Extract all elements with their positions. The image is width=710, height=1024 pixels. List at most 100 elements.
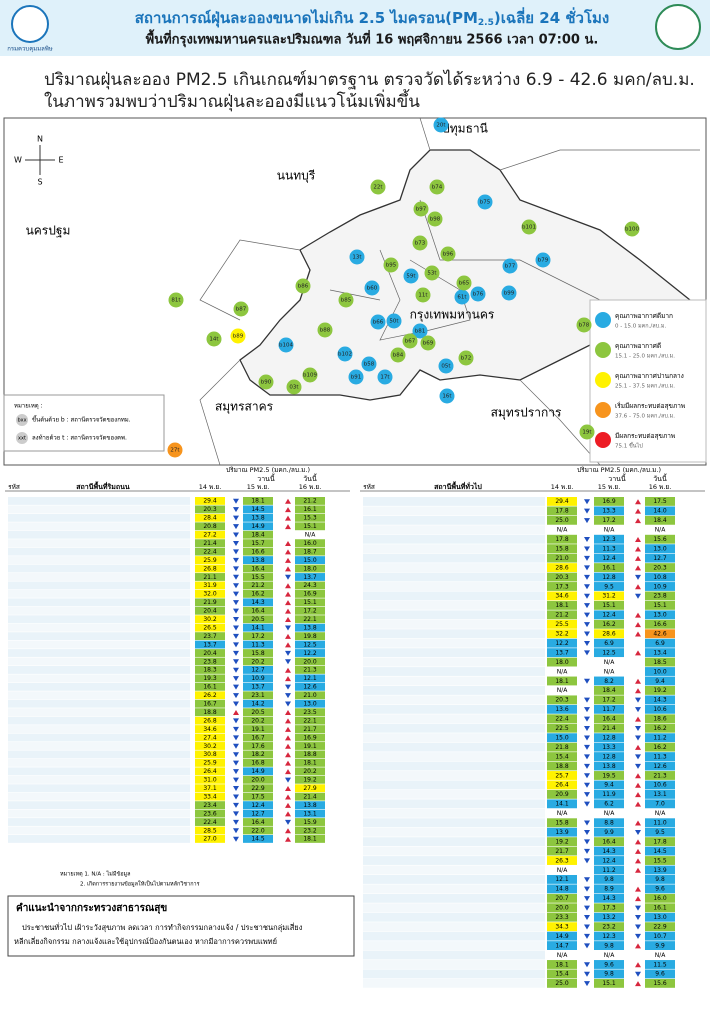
title-part: สถานการณ์ฝุ่นละอองขนาดไม่เกิน 2.5 ไมครอน… bbox=[135, 8, 478, 28]
value-cell bbox=[547, 969, 577, 979]
value-cell bbox=[594, 667, 624, 676]
value-cell bbox=[195, 573, 225, 581]
station-label: 50t bbox=[389, 319, 399, 325]
advice-box bbox=[7, 895, 355, 957]
value-cell bbox=[295, 716, 325, 725]
trend-down bbox=[584, 726, 590, 732]
subtitle: พื้นที่กรุงเทพมหานครและปริมณฑล วันที่ 16… bbox=[146, 29, 599, 48]
table-title: สถานีพื้นที่ทั่วไป bbox=[434, 480, 482, 491]
value: 31.2 bbox=[602, 593, 616, 600]
trend-down bbox=[584, 933, 590, 939]
value-cell bbox=[295, 674, 325, 683]
trend-down bbox=[584, 593, 590, 599]
value: 15.7 bbox=[251, 540, 265, 547]
trend-up bbox=[285, 743, 291, 749]
value-cell bbox=[243, 674, 273, 683]
value-cell bbox=[243, 699, 273, 708]
value: 20.2 bbox=[251, 717, 265, 724]
value: N/A bbox=[557, 952, 569, 959]
value-cell bbox=[243, 640, 273, 649]
value-cell bbox=[547, 506, 577, 516]
value: 13.8 bbox=[303, 624, 317, 631]
date-head: 15 พ.ย. bbox=[247, 483, 270, 491]
station-marker bbox=[438, 358, 454, 374]
value-cell bbox=[547, 695, 577, 705]
value: 16.4 bbox=[602, 838, 616, 845]
trend-down bbox=[584, 915, 590, 921]
value-cell bbox=[594, 837, 624, 847]
value: 12.6 bbox=[303, 684, 317, 691]
value-cell bbox=[243, 530, 273, 539]
value-cell bbox=[594, 931, 624, 941]
row-bg bbox=[363, 629, 545, 639]
trend-down bbox=[584, 763, 590, 769]
row-bg bbox=[8, 505, 190, 514]
value: 11.2 bbox=[653, 734, 667, 741]
value: 18.1 bbox=[555, 602, 569, 609]
value-cell bbox=[645, 638, 675, 648]
trend-down bbox=[233, 532, 239, 538]
row-bg bbox=[363, 515, 545, 525]
trend-up bbox=[635, 508, 641, 514]
row-bg bbox=[363, 875, 545, 884]
trend-up bbox=[285, 836, 291, 842]
row-bg bbox=[363, 978, 545, 988]
station-label: b84 bbox=[393, 353, 404, 359]
station-marker bbox=[258, 374, 274, 390]
table-today: วันนี้ bbox=[653, 472, 667, 483]
value: 20.0 bbox=[303, 658, 317, 665]
value-cell bbox=[594, 960, 624, 969]
trend-down bbox=[233, 583, 239, 589]
station-marker bbox=[348, 369, 364, 385]
value-cell bbox=[547, 676, 577, 686]
value: 13.1 bbox=[653, 791, 667, 798]
value-cell bbox=[295, 691, 325, 700]
value-cell bbox=[243, 623, 273, 632]
value: 18.0 bbox=[555, 659, 569, 666]
value-cell bbox=[547, 525, 577, 535]
value: 16.2 bbox=[653, 725, 667, 732]
value-cell bbox=[645, 723, 675, 733]
row-bg bbox=[363, 582, 545, 591]
trend-down bbox=[584, 546, 590, 552]
value-cell bbox=[195, 530, 225, 539]
table-today: วันนี้ bbox=[303, 472, 317, 483]
value-cell bbox=[547, 534, 577, 544]
trend-up bbox=[285, 752, 291, 758]
value-cell bbox=[295, 623, 325, 632]
value: 25.9 bbox=[203, 557, 217, 564]
value: 28.6 bbox=[602, 631, 616, 638]
value-cell bbox=[645, 922, 675, 932]
trend-down bbox=[233, 735, 239, 741]
value: N/A bbox=[604, 810, 616, 817]
station-label: b74 bbox=[432, 185, 443, 191]
value-cell bbox=[195, 632, 225, 641]
trend-down bbox=[635, 593, 641, 599]
legend-swatch bbox=[595, 342, 611, 358]
value: 11.3 bbox=[602, 545, 616, 552]
value: 16.7 bbox=[203, 701, 217, 708]
trend-up bbox=[635, 499, 641, 505]
value: 11.9 bbox=[602, 791, 616, 798]
table-title: สถานีพื้นที่ริมถนน bbox=[76, 480, 130, 491]
value: 14.5 bbox=[251, 836, 265, 843]
value: 21.1 bbox=[203, 574, 217, 581]
trend-down bbox=[233, 786, 239, 792]
station-label: b102 bbox=[338, 352, 352, 358]
trend-down bbox=[285, 574, 291, 580]
value: 9.4 bbox=[655, 678, 665, 685]
value-cell bbox=[295, 497, 325, 505]
value-cell bbox=[243, 573, 273, 581]
value-cell bbox=[645, 771, 675, 780]
value-cell bbox=[195, 691, 225, 700]
value: 11.3 bbox=[653, 753, 667, 760]
legend-label: มีผลกระทบต่อสุขภาพ bbox=[615, 432, 675, 440]
value-cell bbox=[547, 960, 577, 969]
value-cell bbox=[645, 912, 675, 922]
value: 23.8 bbox=[203, 658, 217, 665]
row-bg bbox=[8, 716, 190, 725]
station-label: 59t bbox=[406, 274, 416, 280]
table-unit: ปริมาณ PM2.5 (มคก./ลบ.ม.) bbox=[577, 466, 661, 474]
value-cell bbox=[645, 893, 675, 903]
value: 14.5 bbox=[653, 848, 667, 855]
